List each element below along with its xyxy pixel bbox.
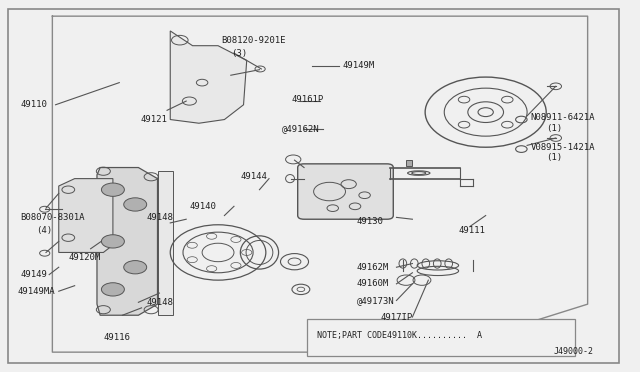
Circle shape xyxy=(101,283,124,296)
Polygon shape xyxy=(97,167,157,315)
Circle shape xyxy=(124,198,147,211)
Text: 49120M: 49120M xyxy=(68,253,100,263)
FancyBboxPatch shape xyxy=(8,9,620,363)
Text: (1): (1) xyxy=(546,153,563,162)
Circle shape xyxy=(101,235,124,248)
Text: NOTE;PART CODE49110K..........  A: NOTE;PART CODE49110K.......... A xyxy=(317,331,482,340)
Text: 49148: 49148 xyxy=(147,298,173,307)
Text: @49162N: @49162N xyxy=(282,124,319,133)
Text: 49144: 49144 xyxy=(241,172,268,181)
Text: 49161P: 49161P xyxy=(291,95,324,104)
FancyBboxPatch shape xyxy=(298,164,394,219)
Polygon shape xyxy=(157,171,173,315)
Text: 4917IP: 4917IP xyxy=(381,312,413,321)
Text: @49173N: @49173N xyxy=(357,296,395,305)
Text: 49149: 49149 xyxy=(20,270,47,279)
Text: J49000-2: J49000-2 xyxy=(554,347,594,356)
Polygon shape xyxy=(406,160,412,166)
Polygon shape xyxy=(59,179,113,253)
Text: (4): (4) xyxy=(36,226,52,235)
Text: 49121: 49121 xyxy=(140,115,167,124)
Text: 49149MA: 49149MA xyxy=(18,287,56,296)
Text: 49160M: 49160M xyxy=(357,279,389,288)
Text: 49111: 49111 xyxy=(459,226,486,235)
Text: 49130: 49130 xyxy=(357,217,384,225)
Polygon shape xyxy=(170,31,246,123)
Text: B08120-9201E: B08120-9201E xyxy=(221,36,285,45)
Text: N08911-6421A: N08911-6421A xyxy=(531,113,595,122)
Text: 49110: 49110 xyxy=(20,100,47,109)
Text: 49149M: 49149M xyxy=(342,61,374,70)
Circle shape xyxy=(124,260,147,274)
Text: 49116: 49116 xyxy=(103,333,130,342)
Text: 49148: 49148 xyxy=(147,213,173,222)
Text: B08070-8301A: B08070-8301A xyxy=(20,213,85,222)
Circle shape xyxy=(101,183,124,196)
Text: 49140: 49140 xyxy=(189,202,216,211)
Text: 49162M: 49162M xyxy=(357,263,389,272)
Text: (1): (1) xyxy=(546,124,563,133)
Text: V08915-1421A: V08915-1421A xyxy=(531,143,595,152)
Text: (3): (3) xyxy=(231,49,247,58)
FancyBboxPatch shape xyxy=(307,319,575,356)
